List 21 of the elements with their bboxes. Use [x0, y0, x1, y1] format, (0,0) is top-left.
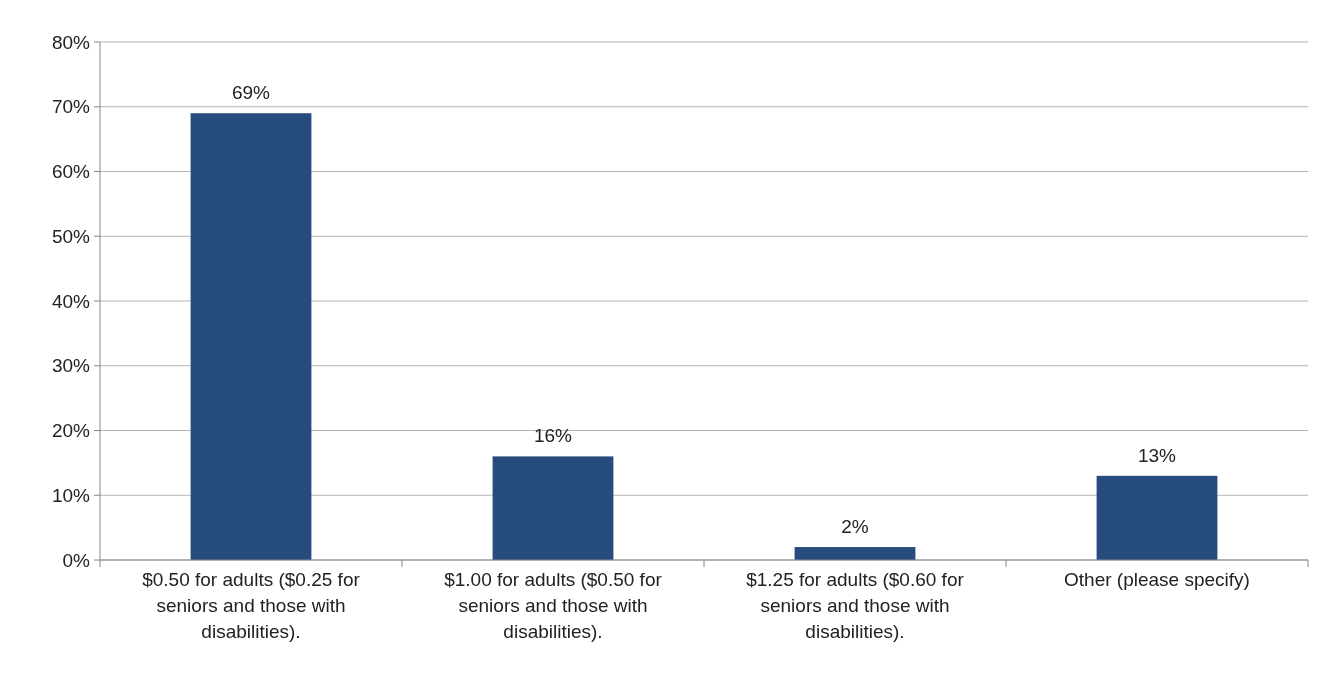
data-label: 2%	[841, 516, 869, 538]
data-label: 16%	[533, 425, 573, 447]
bar	[1096, 475, 1218, 560]
bar	[492, 456, 614, 560]
y-tick-label: 50%	[51, 225, 91, 247]
y-tick-label: 70%	[51, 96, 91, 118]
y-tick-label: 60%	[51, 161, 91, 183]
x-tick-label: $0.50 for adults ($0.25 for seniors and those with disabilities).	[142, 569, 361, 642]
y-tick-label: 40%	[51, 290, 91, 312]
y-tick-label: 20%	[51, 420, 91, 442]
data-label: 69%	[231, 82, 271, 104]
y-tick-label: 80%	[51, 31, 91, 53]
y-tick-label: 0%	[62, 549, 91, 571]
bar	[794, 547, 916, 560]
data-label: 13%	[1137, 444, 1177, 466]
bar	[190, 113, 312, 560]
x-tick-label: $1.00 for adults ($0.50 for seniors and those with disabilities).	[444, 569, 663, 642]
x-tick-label: $1.25 for adults ($0.60 for seniors and those with disabilities).	[746, 569, 965, 642]
x-tick-label: Other (please specify)	[1064, 569, 1250, 590]
y-tick-label: 30%	[51, 355, 91, 377]
y-tick-label: 10%	[51, 484, 91, 506]
